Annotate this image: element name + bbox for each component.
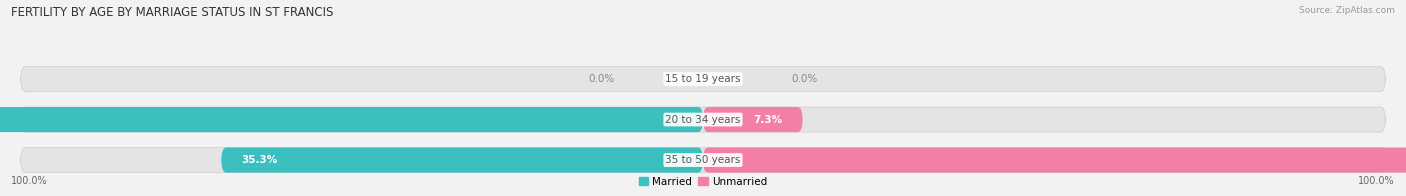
FancyBboxPatch shape xyxy=(21,148,1385,173)
Text: FERTILITY BY AGE BY MARRIAGE STATUS IN ST FRANCIS: FERTILITY BY AGE BY MARRIAGE STATUS IN S… xyxy=(11,6,333,19)
Text: Source: ZipAtlas.com: Source: ZipAtlas.com xyxy=(1299,6,1395,15)
Text: 15 to 19 years: 15 to 19 years xyxy=(665,74,741,84)
Text: 0.0%: 0.0% xyxy=(588,74,614,84)
FancyBboxPatch shape xyxy=(221,148,703,173)
Text: 35 to 50 years: 35 to 50 years xyxy=(665,155,741,165)
Text: 0.0%: 0.0% xyxy=(792,74,818,84)
Text: 35.3%: 35.3% xyxy=(242,155,278,165)
FancyBboxPatch shape xyxy=(21,107,1385,132)
FancyBboxPatch shape xyxy=(703,148,1406,173)
Text: 100.0%: 100.0% xyxy=(11,176,48,186)
Text: 20 to 34 years: 20 to 34 years xyxy=(665,114,741,125)
Text: 7.3%: 7.3% xyxy=(754,114,782,125)
Text: 100.0%: 100.0% xyxy=(1358,176,1395,186)
FancyBboxPatch shape xyxy=(21,66,1385,92)
FancyBboxPatch shape xyxy=(0,107,703,132)
Legend: Married, Unmarried: Married, Unmarried xyxy=(634,172,772,191)
FancyBboxPatch shape xyxy=(703,107,803,132)
